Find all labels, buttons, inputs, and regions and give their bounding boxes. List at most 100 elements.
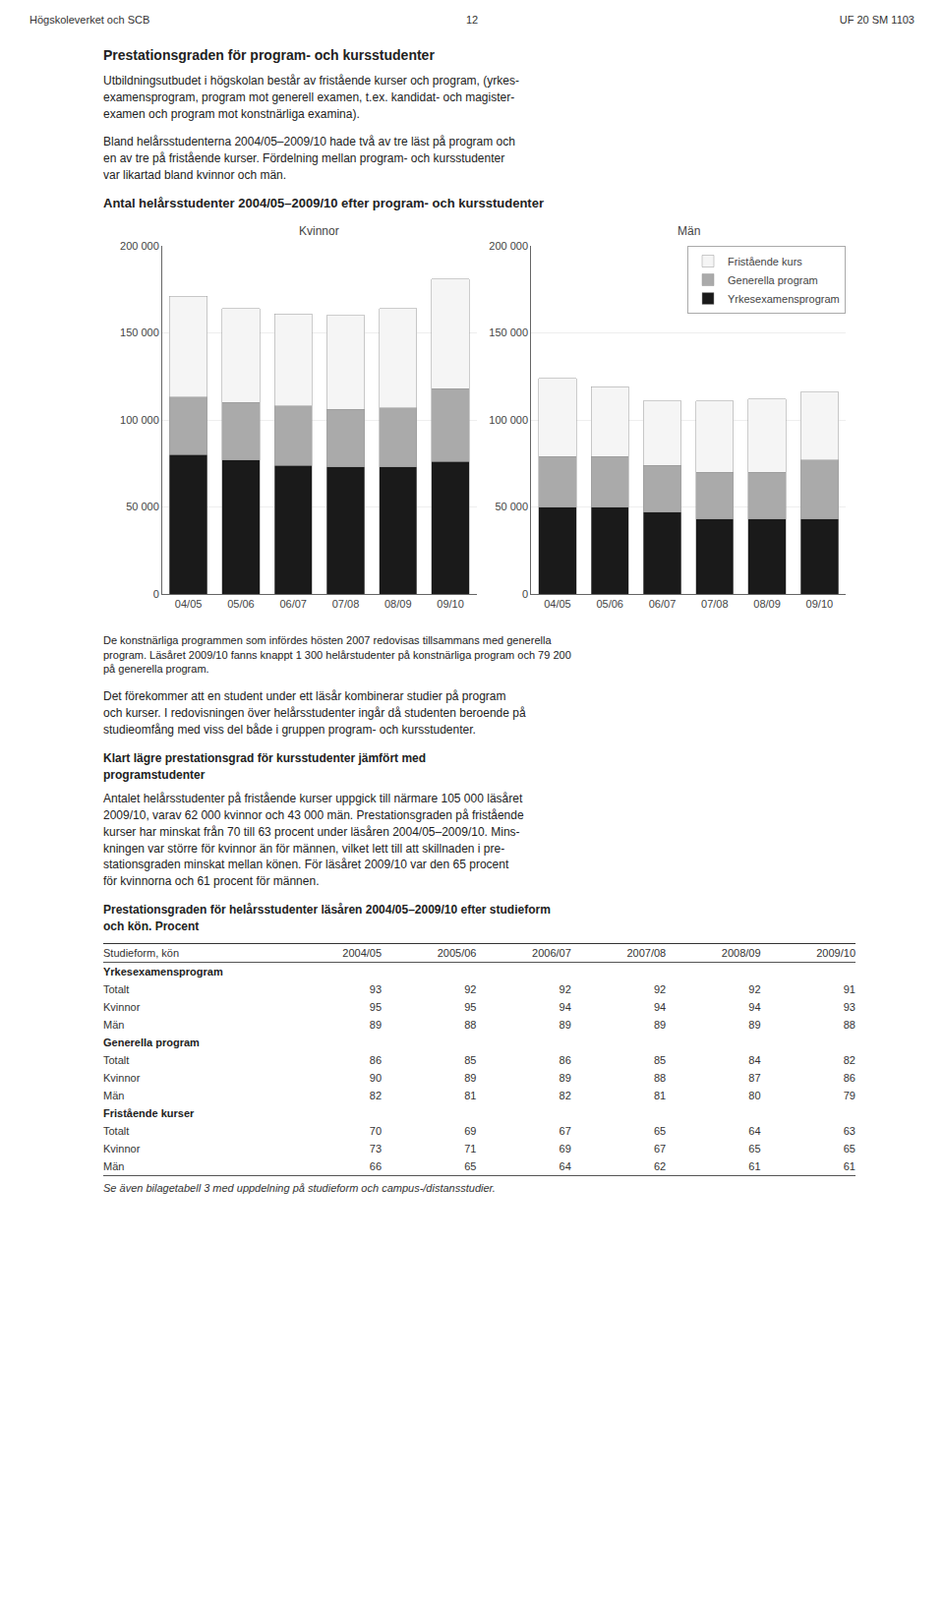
html-text:Totalt: Totalt	[103, 1053, 130, 1066]
html-text:94: 94	[653, 1000, 666, 1013]
html-text:69: 69	[464, 1124, 477, 1137]
svg-text:06/07: 06/07	[279, 597, 307, 610]
html-text:63: 63	[843, 1124, 856, 1137]
html-text:87: 87	[748, 1071, 761, 1084]
html-text:71: 71	[464, 1142, 477, 1155]
svg-text:09/10: 09/10	[806, 597, 834, 610]
html-text:73: 73	[369, 1142, 382, 1155]
html-text:93: 93	[843, 1000, 856, 1013]
svg-text:Fristående kurs: Fristående kurs	[727, 255, 803, 268]
html-text:67: 67	[559, 1124, 572, 1137]
html-text:82: 82	[559, 1089, 572, 1102]
html-text:Yrkesexamensprogram: Yrkesexamensprogram	[103, 965, 223, 978]
html-text:69: 69	[559, 1142, 572, 1155]
svg-text:Kvinnor: Kvinnor	[298, 224, 340, 238]
html-text:Kvinnor: Kvinnor	[103, 1142, 140, 1155]
html-text:Prestationsgraden för program-: Prestationsgraden för program- och kurss…	[103, 47, 435, 63]
html-text:Fristående kurser: Fristående kurser	[103, 1106, 195, 1119]
html-text:94: 94	[559, 1000, 572, 1013]
html-text:Det förekommer att en student: Det förekommer att en student under ett …	[103, 689, 526, 737]
html-text:2006/07: 2006/07	[532, 946, 572, 959]
html-text:89: 89	[559, 1071, 572, 1084]
html-text:2009/10: 2009/10	[816, 946, 856, 959]
html-text:93: 93	[369, 983, 382, 995]
svg-text:50 000: 50 000	[494, 500, 529, 513]
html-text:65: 65	[843, 1142, 856, 1155]
html-text:Kvinnor: Kvinnor	[103, 1071, 140, 1084]
html-text:81: 81	[464, 1089, 477, 1102]
html-text:85: 85	[653, 1053, 666, 1066]
html-text:UF 20 SM 1103: UF 20 SM 1103	[839, 13, 915, 26]
html-text:Se även bilagetabell 3 med upp: Se även bilagetabell 3 med uppdelning på…	[103, 1181, 496, 1194]
html-text:89: 89	[369, 1018, 382, 1031]
svg-text:05/06: 05/06	[227, 597, 255, 610]
svg-text:04/05: 04/05	[543, 597, 572, 610]
svg-text:09/10: 09/10	[436, 597, 465, 610]
html-text:86: 86	[559, 1053, 572, 1066]
svg-text:Män: Män	[677, 224, 701, 238]
html-text:86: 86	[843, 1071, 856, 1084]
html-text:Bland helårsstudenterna 2004/0: Bland helårsstudenterna 2004/05–2009/10 …	[103, 135, 516, 182]
html-text:Antalet helårsstudenter på fri: Antalet helårsstudenter på fristående ku…	[103, 791, 524, 889]
html-text:89: 89	[464, 1071, 477, 1084]
html-text:65: 65	[748, 1142, 761, 1155]
html-text:88: 88	[464, 1018, 477, 1031]
html-text:70: 70	[369, 1124, 382, 1137]
html-text:Antal helårsstudenter 2004/05–: Antal helårsstudenter 2004/05–2009/10 ef…	[103, 195, 544, 211]
svg-text:0: 0	[153, 588, 160, 600]
svg-text:0: 0	[522, 588, 529, 600]
svg-text:Yrkesexamensprogram: Yrkesexamensprogram	[727, 293, 840, 305]
svg-text:05/06: 05/06	[595, 597, 624, 610]
html-text:Män: Män	[103, 1018, 125, 1031]
html-text:65: 65	[653, 1124, 666, 1137]
svg-text:200 000: 200 000	[119, 239, 160, 252]
html-text:Klart lägre prestationsgrad fö: Klart lägre prestationsgrad för kursstud…	[103, 750, 426, 782]
html-text:64: 64	[748, 1124, 761, 1137]
html-text:2007/08: 2007/08	[626, 946, 666, 959]
svg-text:06/07: 06/07	[649, 597, 677, 610]
svg-text:07/08: 07/08	[332, 597, 360, 610]
html-text:81: 81	[653, 1089, 666, 1102]
html-text:90: 90	[369, 1071, 382, 1084]
html-text:2005/06: 2005/06	[437, 946, 477, 959]
html-text:88: 88	[653, 1071, 666, 1084]
svg-text:150 000: 150 000	[488, 326, 529, 339]
html-text:12: 12	[466, 13, 478, 26]
html-text:Totalt: Totalt	[103, 1124, 130, 1137]
svg-text:07/08: 07/08	[701, 597, 729, 610]
html-text:94: 94	[748, 1000, 761, 1013]
html-text:85: 85	[464, 1053, 477, 1066]
html-text:Prestationsgraden för helårsst: Prestationsgraden för helårsstudenter lä…	[103, 902, 551, 934]
svg-text:100 000: 100 000	[488, 413, 529, 426]
html-text:De konstnärliga programmen som: De konstnärliga programmen som infördes …	[103, 634, 572, 676]
svg-text:08/09: 08/09	[753, 597, 781, 610]
html-text:82: 82	[843, 1053, 856, 1066]
svg-text:04/05: 04/05	[175, 597, 203, 610]
html-text:Totalt: Totalt	[103, 983, 130, 995]
html-text:79: 79	[843, 1089, 856, 1102]
html-text:2004/05: 2004/05	[342, 946, 382, 959]
svg-text:100 000: 100 000	[119, 413, 160, 426]
html-text:95: 95	[369, 1000, 382, 1013]
html-text:67: 67	[653, 1142, 666, 1155]
svg-text:200 000: 200 000	[488, 239, 529, 252]
html-text:95: 95	[464, 1000, 477, 1013]
html-text:Män: Män	[103, 1089, 125, 1102]
html-text:88: 88	[843, 1018, 856, 1031]
svg-text:Generella program: Generella program	[727, 274, 819, 287]
html-text:82: 82	[369, 1089, 382, 1102]
svg-text:150 000: 150 000	[119, 326, 160, 339]
svg-text:08/09: 08/09	[384, 597, 413, 610]
html-text:Studieform, kön: Studieform, kön	[103, 946, 179, 959]
html-text:89: 89	[559, 1018, 572, 1031]
html-text:Utbildningsutbudet i högskolan: Utbildningsutbudet i högskolan består av…	[103, 73, 520, 121]
svg-text:50 000: 50 000	[125, 500, 160, 513]
html-text:84: 84	[748, 1053, 761, 1066]
html-text:86: 86	[369, 1053, 382, 1066]
html-text:Högskoleverket och SCB: Högskoleverket och SCB	[29, 13, 150, 26]
html-text:89: 89	[653, 1018, 666, 1031]
html-text:Kvinnor: Kvinnor	[103, 1000, 140, 1013]
html-text:80: 80	[748, 1089, 761, 1102]
html-text:89: 89	[748, 1018, 761, 1031]
html-text:2008/09: 2008/09	[721, 946, 761, 959]
